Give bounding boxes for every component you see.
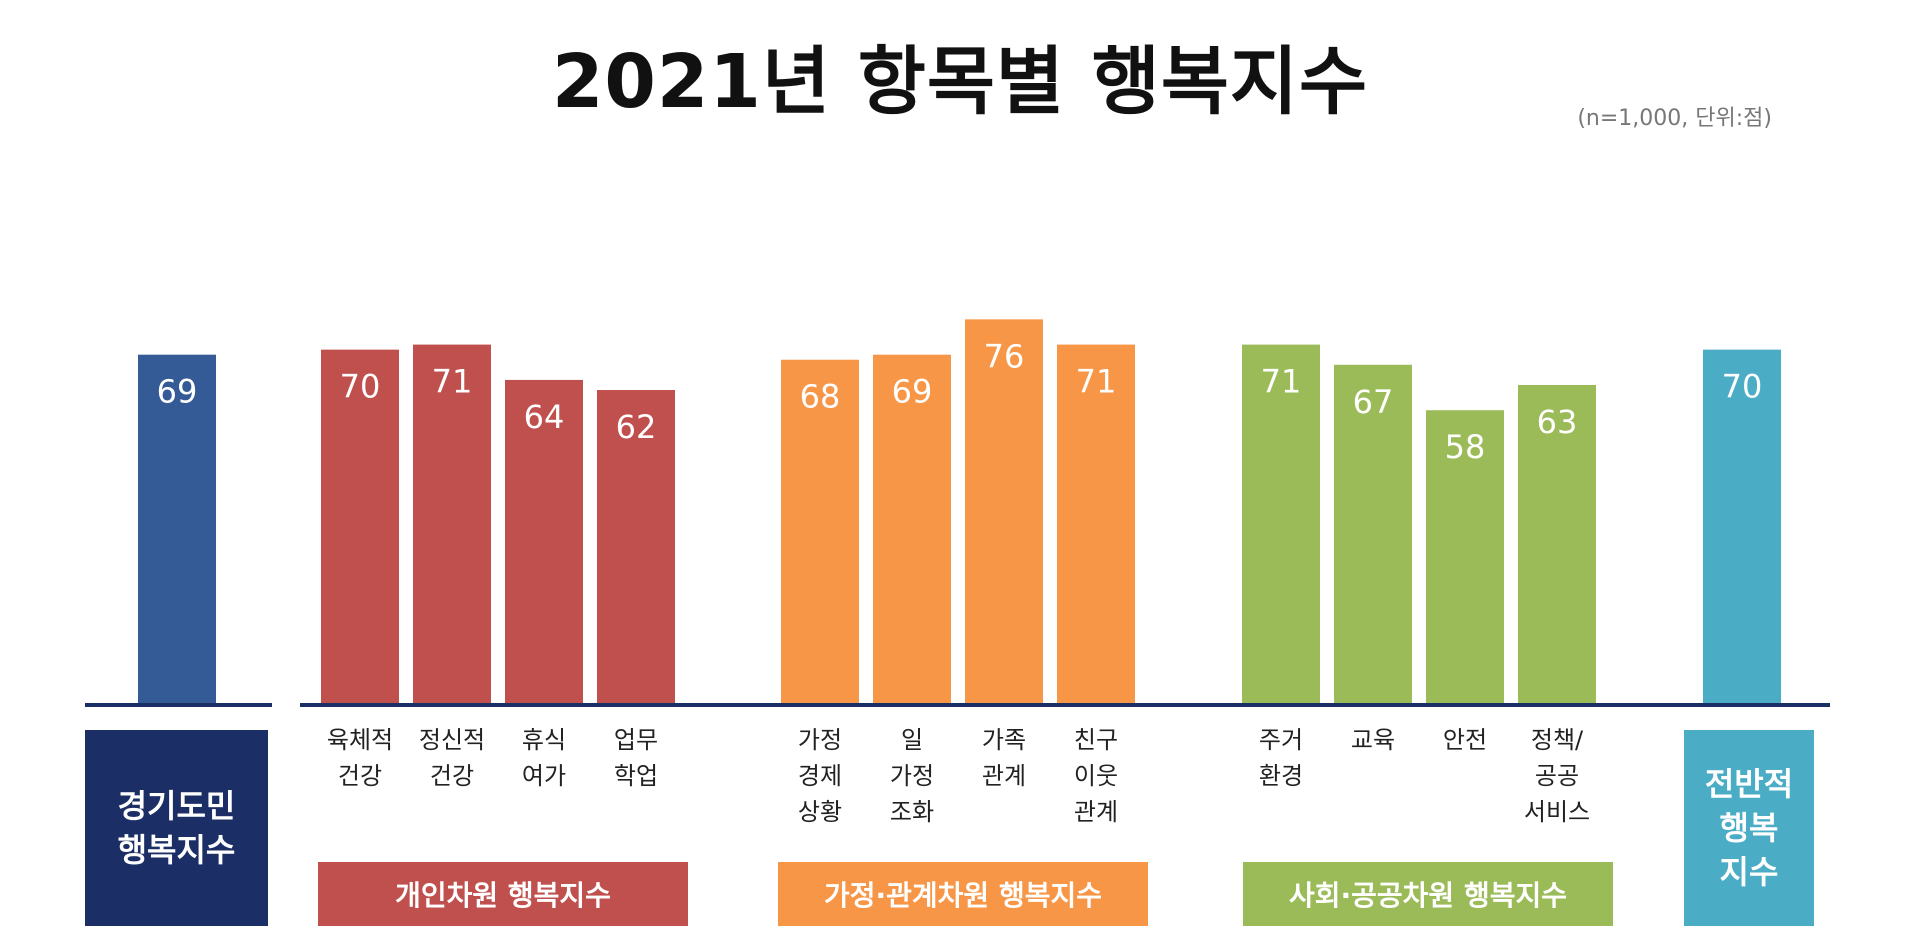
bar [1426, 410, 1504, 703]
bar [138, 354, 216, 703]
data-label: 71 [432, 363, 473, 401]
unit-note: (n=1,000, 단위:점) [1577, 106, 1772, 131]
category-label: 안전 [1442, 726, 1488, 754]
bar [1518, 384, 1596, 703]
bar [413, 344, 491, 703]
bar [1334, 364, 1412, 703]
data-label: 68 [800, 378, 841, 416]
data-label: 69 [892, 373, 933, 411]
group-label-personal: 개인차원 행복지수 [318, 862, 688, 926]
category-label: 정신적 건강 [418, 726, 486, 790]
category-label: 주거 환경 [1258, 726, 1304, 790]
data-label: 70 [340, 368, 381, 406]
bar [321, 349, 399, 703]
bar [873, 354, 951, 703]
data-label: 58 [1445, 428, 1486, 466]
category-label: 휴식 여가 [521, 726, 567, 790]
data-label: 70 [1722, 368, 1763, 406]
summary-index-box: 전반적 행복 지수 [1684, 730, 1814, 926]
group-label-family: 가정·관계차원 행복지수 [778, 862, 1148, 926]
data-label: 76 [984, 337, 1025, 375]
data-label: 63 [1537, 403, 1578, 441]
category-label: 교육 [1350, 726, 1396, 754]
data-label: 71 [1076, 363, 1117, 401]
bar [1703, 349, 1781, 703]
bar [505, 379, 583, 703]
bar [597, 390, 675, 703]
group-label-social: 사회·공공차원 행복지수 [1243, 862, 1613, 926]
data-label: 67 [1353, 383, 1394, 421]
bar [1242, 344, 1320, 703]
category-label: 육체적 건강 [326, 726, 394, 790]
category-label: 업무 학업 [613, 726, 659, 790]
data-label: 69 [157, 373, 198, 411]
data-label: 64 [524, 398, 565, 436]
bar [781, 359, 859, 703]
data-label: 62 [616, 408, 657, 446]
data-label: 71 [1261, 363, 1302, 401]
bar [1057, 344, 1135, 703]
bar [965, 319, 1043, 703]
category-label: 가족 관계 [981, 726, 1027, 790]
page-title: 2021년 항목별 행복지수 [551, 39, 1369, 125]
category-label: 정책/ 공공 서비스 [1523, 726, 1591, 826]
category-label: 일 가정 조화 [889, 726, 935, 826]
overall-index-box: 경기도민 행복지수 [85, 730, 268, 926]
category-label: 친구 이웃 관계 [1073, 726, 1119, 826]
category-label: 가정 경제 상황 [797, 726, 843, 826]
